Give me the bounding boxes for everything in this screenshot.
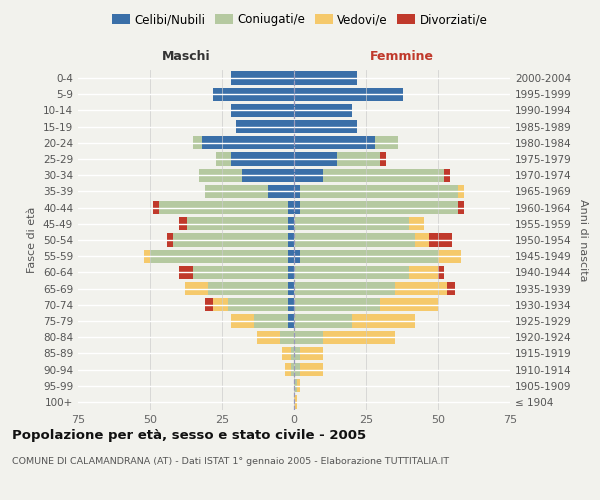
Bar [242,168,294,182]
Bar [294,168,323,182]
Bar [374,136,398,149]
Bar [294,379,297,392]
Bar [294,282,395,295]
Bar [193,136,202,149]
Bar [300,346,323,360]
Bar [294,88,403,101]
Bar [228,298,288,312]
Bar [230,314,254,328]
Bar [294,298,380,312]
Bar [288,282,294,295]
Bar [409,217,424,230]
Bar [150,250,288,263]
Bar [294,346,300,360]
Bar [337,152,380,166]
Bar [300,250,438,263]
Bar [153,201,158,214]
Bar [430,234,452,246]
Bar [446,282,455,295]
Bar [288,298,294,312]
Bar [288,314,294,328]
Bar [294,136,374,149]
Bar [294,72,358,85]
Bar [254,314,288,328]
Bar [187,217,288,230]
Bar [380,152,386,166]
Y-axis label: Fasce di età: Fasce di età [28,207,37,273]
Bar [288,217,294,230]
Bar [199,168,242,182]
Legend: Celibi/Nubili, Coniugati/e, Vedovi/e, Divorziati/e: Celibi/Nubili, Coniugati/e, Vedovi/e, Di… [107,8,493,31]
Bar [297,379,300,392]
Bar [144,250,150,263]
Bar [294,396,297,408]
Bar [352,314,415,328]
Bar [214,88,294,101]
Text: Femmine: Femmine [370,50,434,63]
Bar [214,298,228,312]
Bar [280,330,294,344]
Bar [294,120,358,134]
Bar [208,282,288,295]
Bar [323,168,444,182]
Bar [294,185,300,198]
Text: Popolazione per età, sesso e stato civile - 2005: Popolazione per età, sesso e stato civil… [12,430,366,442]
Bar [230,104,294,117]
Bar [438,266,444,279]
Bar [395,282,446,295]
Bar [300,363,323,376]
Bar [185,282,208,295]
Bar [458,185,464,198]
Bar [288,266,294,279]
Bar [288,250,294,263]
Bar [415,234,430,246]
Bar [300,185,458,198]
Bar [173,234,288,246]
Bar [286,363,291,376]
Bar [294,152,337,166]
Bar [205,298,214,312]
Bar [294,104,352,117]
Bar [438,250,461,263]
Bar [216,152,230,166]
Bar [283,346,291,360]
Bar [288,201,294,214]
Bar [193,266,288,279]
Bar [268,185,294,198]
Bar [294,266,409,279]
Bar [294,330,323,344]
Bar [409,266,438,279]
Bar [179,266,193,279]
Bar [230,152,294,166]
Bar [444,168,449,182]
Bar [294,363,300,376]
Text: Maschi: Maschi [161,50,211,63]
Bar [167,234,173,246]
Y-axis label: Anni di nascita: Anni di nascita [578,198,588,281]
Bar [288,234,294,246]
Bar [230,72,294,85]
Bar [291,346,294,360]
Bar [158,201,288,214]
Bar [291,363,294,376]
Bar [179,217,187,230]
Bar [323,330,395,344]
Bar [458,201,464,214]
Text: COMUNE DI CALAMANDRANA (AT) - Dati ISTAT 1° gennaio 2005 - Elaborazione TUTTITAL: COMUNE DI CALAMANDRANA (AT) - Dati ISTAT… [12,457,449,466]
Bar [294,250,300,263]
Bar [294,217,409,230]
Bar [294,201,300,214]
Bar [294,314,352,328]
Bar [205,185,268,198]
Bar [236,120,294,134]
Bar [202,136,294,149]
Bar [294,234,415,246]
Bar [300,201,458,214]
Bar [380,298,438,312]
Bar [257,330,280,344]
